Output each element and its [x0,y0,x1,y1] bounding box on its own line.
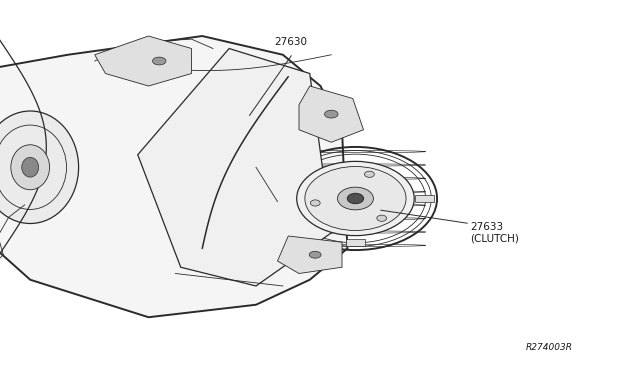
Ellipse shape [0,111,79,224]
Polygon shape [299,86,364,142]
Ellipse shape [309,251,321,258]
Ellipse shape [297,161,414,235]
Ellipse shape [348,193,364,203]
Text: 27633
(CLUTCH): 27633 (CLUTCH) [470,222,519,243]
Polygon shape [278,236,342,273]
Polygon shape [0,36,348,317]
Ellipse shape [324,110,338,118]
Polygon shape [415,195,435,202]
Ellipse shape [11,145,49,190]
Ellipse shape [152,57,166,65]
Polygon shape [346,238,365,246]
Ellipse shape [22,157,38,177]
Ellipse shape [377,215,387,221]
Polygon shape [95,36,191,86]
Ellipse shape [310,200,320,206]
Polygon shape [138,48,332,286]
Ellipse shape [305,167,406,231]
Text: 27630: 27630 [275,36,308,46]
Ellipse shape [365,171,374,177]
Text: R274003R: R274003R [526,343,573,352]
Ellipse shape [337,187,373,210]
